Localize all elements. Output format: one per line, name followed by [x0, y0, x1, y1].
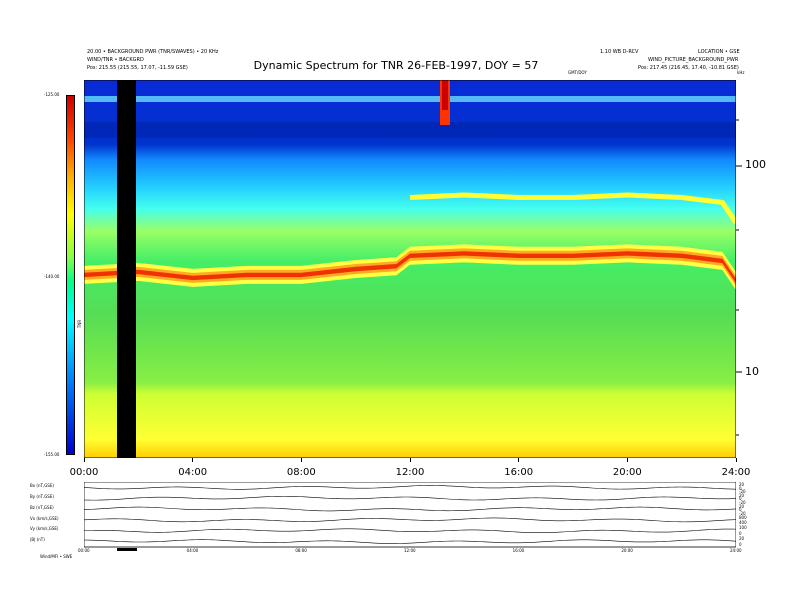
header-right-line3: WIND_PICTURE_BACKGROUND_PWR	[648, 57, 739, 63]
bottom-left-label: Wind/MFI • SWE	[40, 554, 73, 559]
header-left-line1: 20.00 • BACKGROUND PWR (TNR/SWAVES) • 20…	[87, 49, 219, 55]
bottom-tick-label: 16:00	[512, 548, 525, 553]
bottom-tick-label: 00:00	[78, 548, 90, 553]
panel-tick-label: 800	[739, 514, 747, 520]
bottom-tick-label: 04:00	[186, 548, 199, 553]
panel-tick-label: 20	[739, 492, 745, 498]
colorbar	[66, 95, 75, 455]
header-right-line4: Pos: 217.45 (216.45, 17.40, -10.81 GSE)	[638, 65, 739, 71]
x-tick	[518, 458, 520, 462]
panel-tick-label: 20	[739, 482, 745, 487]
x-tick-label: 04:00	[178, 467, 208, 478]
x-tick	[83, 458, 85, 462]
spectrogram-dark-band	[84, 122, 736, 138]
right-tick-label-100: 100	[745, 158, 766, 171]
panel-tick-label: 0	[739, 541, 742, 547]
panel-trace	[84, 517, 736, 523]
header-center-small: GMT/DOY	[568, 70, 587, 75]
panel-trace	[84, 495, 736, 501]
x-tick	[735, 458, 737, 462]
burst-core	[442, 80, 448, 110]
x-tick	[192, 458, 194, 462]
panel-label: Bz (nT,GSE)	[30, 504, 54, 510]
panel-tick-label: 0	[739, 485, 742, 491]
harmonic-band	[409, 192, 736, 225]
bottom-tick-label: 08:00	[295, 548, 307, 553]
panel-lines	[84, 485, 736, 544]
x-tick	[626, 458, 628, 462]
panel-trace	[84, 539, 736, 544]
bottom-tick-label: 20:00	[621, 548, 633, 553]
panel-label: Vx (km/s,GSE)	[30, 515, 59, 521]
panel-trace	[84, 485, 736, 490]
panel-tick-label: 0	[739, 530, 742, 536]
spectrogram-stripe	[84, 96, 736, 102]
colorbar-tick-bottom: -155.00	[44, 452, 60, 457]
panel-label: By (nT,GSE)	[30, 493, 54, 499]
colorbar-label: TNR	[77, 319, 83, 329]
panels-frame	[84, 482, 736, 548]
emission-band-group	[84, 192, 736, 291]
panel-tick-label: 400	[739, 519, 747, 525]
chart-title: Dynamic Spectrum for TNR 26-FEB-1997, DO…	[253, 59, 539, 72]
bottom-tick-label: 24:00	[730, 548, 742, 553]
panel-tick-label: -20	[739, 489, 746, 495]
panel-label: |B| (nT)	[30, 537, 45, 543]
header-left-line3: Pos: 215.55 (215.55, 17.07, -11.59 GSE)	[87, 65, 188, 71]
panel-tick-label: 20	[739, 503, 745, 509]
right-axis-unit: kHz	[737, 70, 745, 75]
spectrogram	[84, 80, 736, 458]
x-tick-label: 12:00	[395, 467, 425, 478]
x-tick	[300, 458, 302, 462]
panel-trace	[84, 506, 736, 512]
header-left-line2: WIND/TNR • BACKGRD	[87, 57, 144, 63]
colorbar-tick-mid: -140.00	[44, 274, 60, 279]
panel-tick-label: 0	[739, 507, 742, 513]
emission-band-layer	[84, 251, 736, 284]
panel-tick-label: -20	[739, 510, 746, 516]
panel-tick-label: 100	[739, 525, 747, 531]
data-gap-marker	[117, 548, 137, 551]
panel-tick-label: 20	[739, 536, 745, 542]
header-right-line1: 1.10 WB D-RCV	[600, 49, 639, 55]
panel-tick-label: 0	[739, 496, 742, 502]
x-tick-label: 16:00	[504, 467, 534, 478]
x-tick	[409, 458, 411, 462]
bottom-tick-label: 12:00	[404, 548, 416, 553]
panel-label: Bx (nT,GSE)	[30, 483, 54, 488]
panel-trace	[84, 528, 736, 534]
x-tick-label: 24:00	[721, 467, 751, 478]
parameter-panels	[84, 482, 736, 548]
x-tick-label: 00:00	[69, 467, 99, 478]
panel-label: Vy (km/s,GSE)	[30, 526, 59, 532]
x-tick-label: 08:00	[286, 467, 316, 478]
x-tick-label: 20:00	[612, 467, 642, 478]
colorbar-tick-top: -125.00	[44, 92, 60, 97]
data-gap	[117, 80, 136, 458]
right-axis	[736, 119, 742, 436]
header-right-line2: LOCATION • GSE	[698, 49, 740, 55]
right-tick-label-10: 10	[745, 365, 759, 378]
panel-tick-label: -20	[739, 500, 746, 506]
